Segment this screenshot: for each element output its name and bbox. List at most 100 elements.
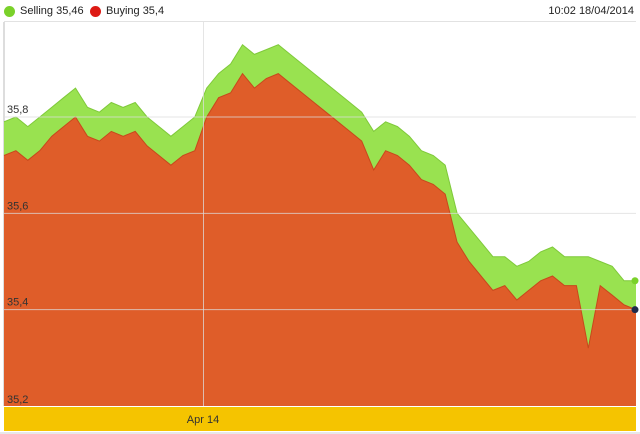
x-axis-band bbox=[4, 407, 636, 431]
legend-item-buying[interactable]: Buying 35,4 bbox=[90, 3, 164, 19]
selling-legend-dot-icon bbox=[4, 5, 15, 17]
data-point-buying bbox=[170, 165, 171, 166]
series-line-buying bbox=[3, 72, 637, 349]
series-line-selling bbox=[3, 43, 636, 282]
data-point-buying bbox=[230, 92, 231, 93]
data-point-selling bbox=[63, 97, 64, 98]
data-point-selling bbox=[504, 256, 505, 257]
data-point-selling bbox=[158, 126, 159, 127]
data-point-buying bbox=[564, 285, 565, 286]
data-point-selling bbox=[3, 121, 4, 122]
data-point-buying bbox=[27, 160, 28, 161]
data-point-buying bbox=[194, 150, 195, 151]
data-point-selling bbox=[528, 261, 529, 262]
data-point-buying bbox=[313, 102, 314, 103]
data-point-selling bbox=[397, 126, 398, 127]
timestamp: 10:02 18/04/2014 bbox=[548, 5, 634, 17]
data-point-selling bbox=[182, 126, 183, 127]
data-point-selling bbox=[218, 73, 219, 74]
data-point-selling bbox=[242, 44, 243, 45]
data-point-buying bbox=[51, 136, 52, 137]
data-point-buying bbox=[373, 169, 374, 170]
data-point-buying bbox=[600, 285, 601, 286]
data-point-selling bbox=[135, 102, 136, 103]
data-point-buying bbox=[433, 184, 434, 185]
data-point-selling bbox=[111, 102, 112, 103]
y-tick-label: 35,6 bbox=[7, 200, 28, 212]
data-point-buying bbox=[480, 275, 481, 276]
data-point-selling bbox=[170, 136, 171, 137]
data-point-buying bbox=[135, 131, 136, 132]
last-point-marker-selling bbox=[631, 277, 639, 285]
data-point-selling bbox=[612, 266, 613, 267]
data-point-selling bbox=[349, 102, 350, 103]
data-point-buying bbox=[39, 150, 40, 151]
data-point-selling bbox=[409, 136, 410, 137]
data-point-selling bbox=[552, 246, 553, 247]
data-point-selling bbox=[600, 261, 601, 262]
data-point-buying bbox=[147, 145, 148, 146]
selling-legend-label: Selling 35,46 bbox=[20, 5, 84, 17]
data-point-selling bbox=[206, 88, 207, 89]
buying-legend-label: Buying 35,4 bbox=[106, 5, 165, 17]
data-point-buying bbox=[302, 92, 303, 93]
data-point-selling bbox=[421, 150, 422, 151]
data-point-buying bbox=[182, 155, 183, 156]
data-point-selling bbox=[624, 280, 625, 281]
data-point-selling bbox=[290, 54, 291, 55]
data-point-selling bbox=[480, 242, 481, 243]
data-point-buying bbox=[99, 141, 100, 142]
data-point-selling bbox=[469, 227, 470, 228]
data-point-selling bbox=[99, 112, 100, 113]
data-point-buying bbox=[266, 78, 267, 79]
data-point-buying bbox=[349, 131, 350, 132]
data-point-buying bbox=[111, 131, 112, 132]
data-point-selling bbox=[302, 63, 303, 64]
data-point-buying bbox=[218, 97, 219, 98]
data-point-buying bbox=[397, 155, 398, 156]
data-point-buying bbox=[242, 73, 243, 74]
last-point-marker-buying bbox=[631, 306, 639, 314]
data-point-selling bbox=[433, 155, 434, 156]
data-point-buying bbox=[588, 348, 589, 349]
data-point-selling bbox=[278, 44, 279, 45]
data-point-selling bbox=[313, 73, 314, 74]
data-point-buying bbox=[409, 165, 410, 166]
data-point-selling bbox=[576, 256, 577, 257]
data-point-selling bbox=[385, 121, 386, 122]
data-point-buying bbox=[624, 304, 625, 305]
data-point-buying bbox=[540, 280, 541, 281]
legend-item-selling[interactable]: Selling 35,46 bbox=[4, 3, 84, 19]
data-point-buying bbox=[278, 73, 279, 74]
data-point-selling bbox=[361, 112, 362, 113]
data-point-buying bbox=[492, 290, 493, 291]
data-point-selling bbox=[27, 126, 28, 127]
data-point-selling bbox=[337, 92, 338, 93]
data-point-selling bbox=[445, 165, 446, 166]
data-point-buying bbox=[337, 121, 338, 122]
data-point-selling bbox=[516, 266, 517, 267]
x-tick-label: Apr 14 bbox=[187, 414, 219, 426]
chart-header: Selling 35,46 Buying 35,4 10:02 18/04/20… bbox=[0, 0, 640, 22]
data-point-buying bbox=[528, 290, 529, 291]
data-point-buying bbox=[421, 179, 422, 180]
data-point-selling bbox=[87, 107, 88, 108]
data-point-selling bbox=[266, 49, 267, 50]
data-point-buying bbox=[504, 285, 505, 286]
data-point-buying bbox=[290, 83, 291, 84]
data-point-buying bbox=[445, 194, 446, 195]
y-tick-label: 35,4 bbox=[7, 297, 28, 309]
data-point-buying bbox=[254, 88, 255, 89]
data-point-selling bbox=[540, 251, 541, 252]
data-point-buying bbox=[469, 261, 470, 262]
data-point-buying bbox=[15, 150, 16, 151]
data-point-buying bbox=[552, 275, 553, 276]
y-tick-label: 35,8 bbox=[7, 104, 28, 116]
data-point-buying bbox=[612, 295, 613, 296]
data-point-buying bbox=[325, 112, 326, 113]
plot-area: 35,8 35,6 35,4 35,2 Apr 14 bbox=[0, 21, 640, 434]
data-point-selling bbox=[123, 107, 124, 108]
buying-legend-dot-icon bbox=[90, 5, 101, 17]
data-point-buying bbox=[158, 155, 159, 156]
